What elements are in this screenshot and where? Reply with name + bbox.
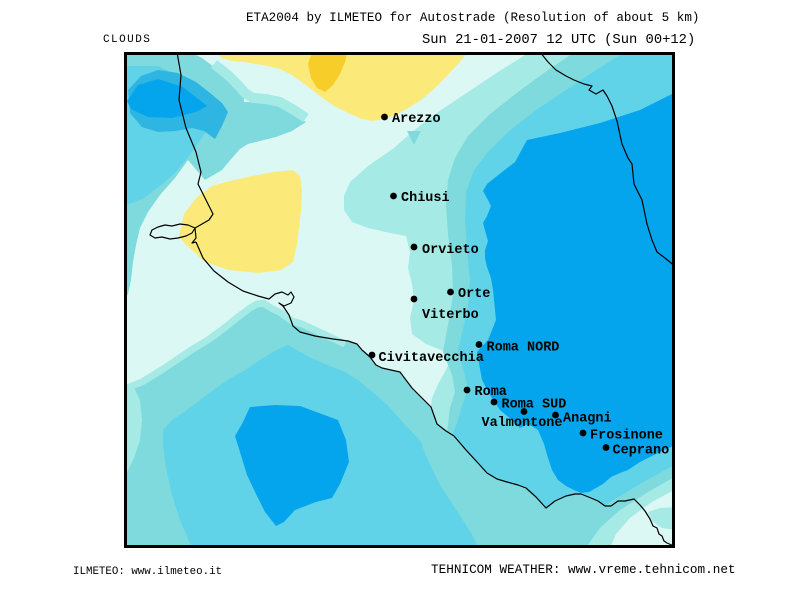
svg-text:Chiusi: Chiusi bbox=[401, 191, 450, 206]
svg-text:Viterbo: Viterbo bbox=[422, 308, 479, 323]
svg-text:Orte: Orte bbox=[458, 287, 490, 302]
svg-text:Orvieto: Orvieto bbox=[422, 243, 479, 258]
svg-text:Roma: Roma bbox=[475, 385, 507, 400]
svg-text:Roma SUD: Roma SUD bbox=[502, 398, 567, 413]
svg-text:Valmontone: Valmontone bbox=[482, 416, 563, 431]
svg-text:Arezzo: Arezzo bbox=[392, 112, 441, 127]
svg-text:Anagni: Anagni bbox=[563, 412, 612, 427]
svg-text:Ceprano: Ceprano bbox=[613, 444, 670, 459]
svg-text:Roma NORD: Roma NORD bbox=[487, 341, 560, 356]
svg-text:Civitavecchia: Civitavecchia bbox=[379, 351, 484, 366]
svg-text:Frosinone: Frosinone bbox=[590, 429, 663, 444]
